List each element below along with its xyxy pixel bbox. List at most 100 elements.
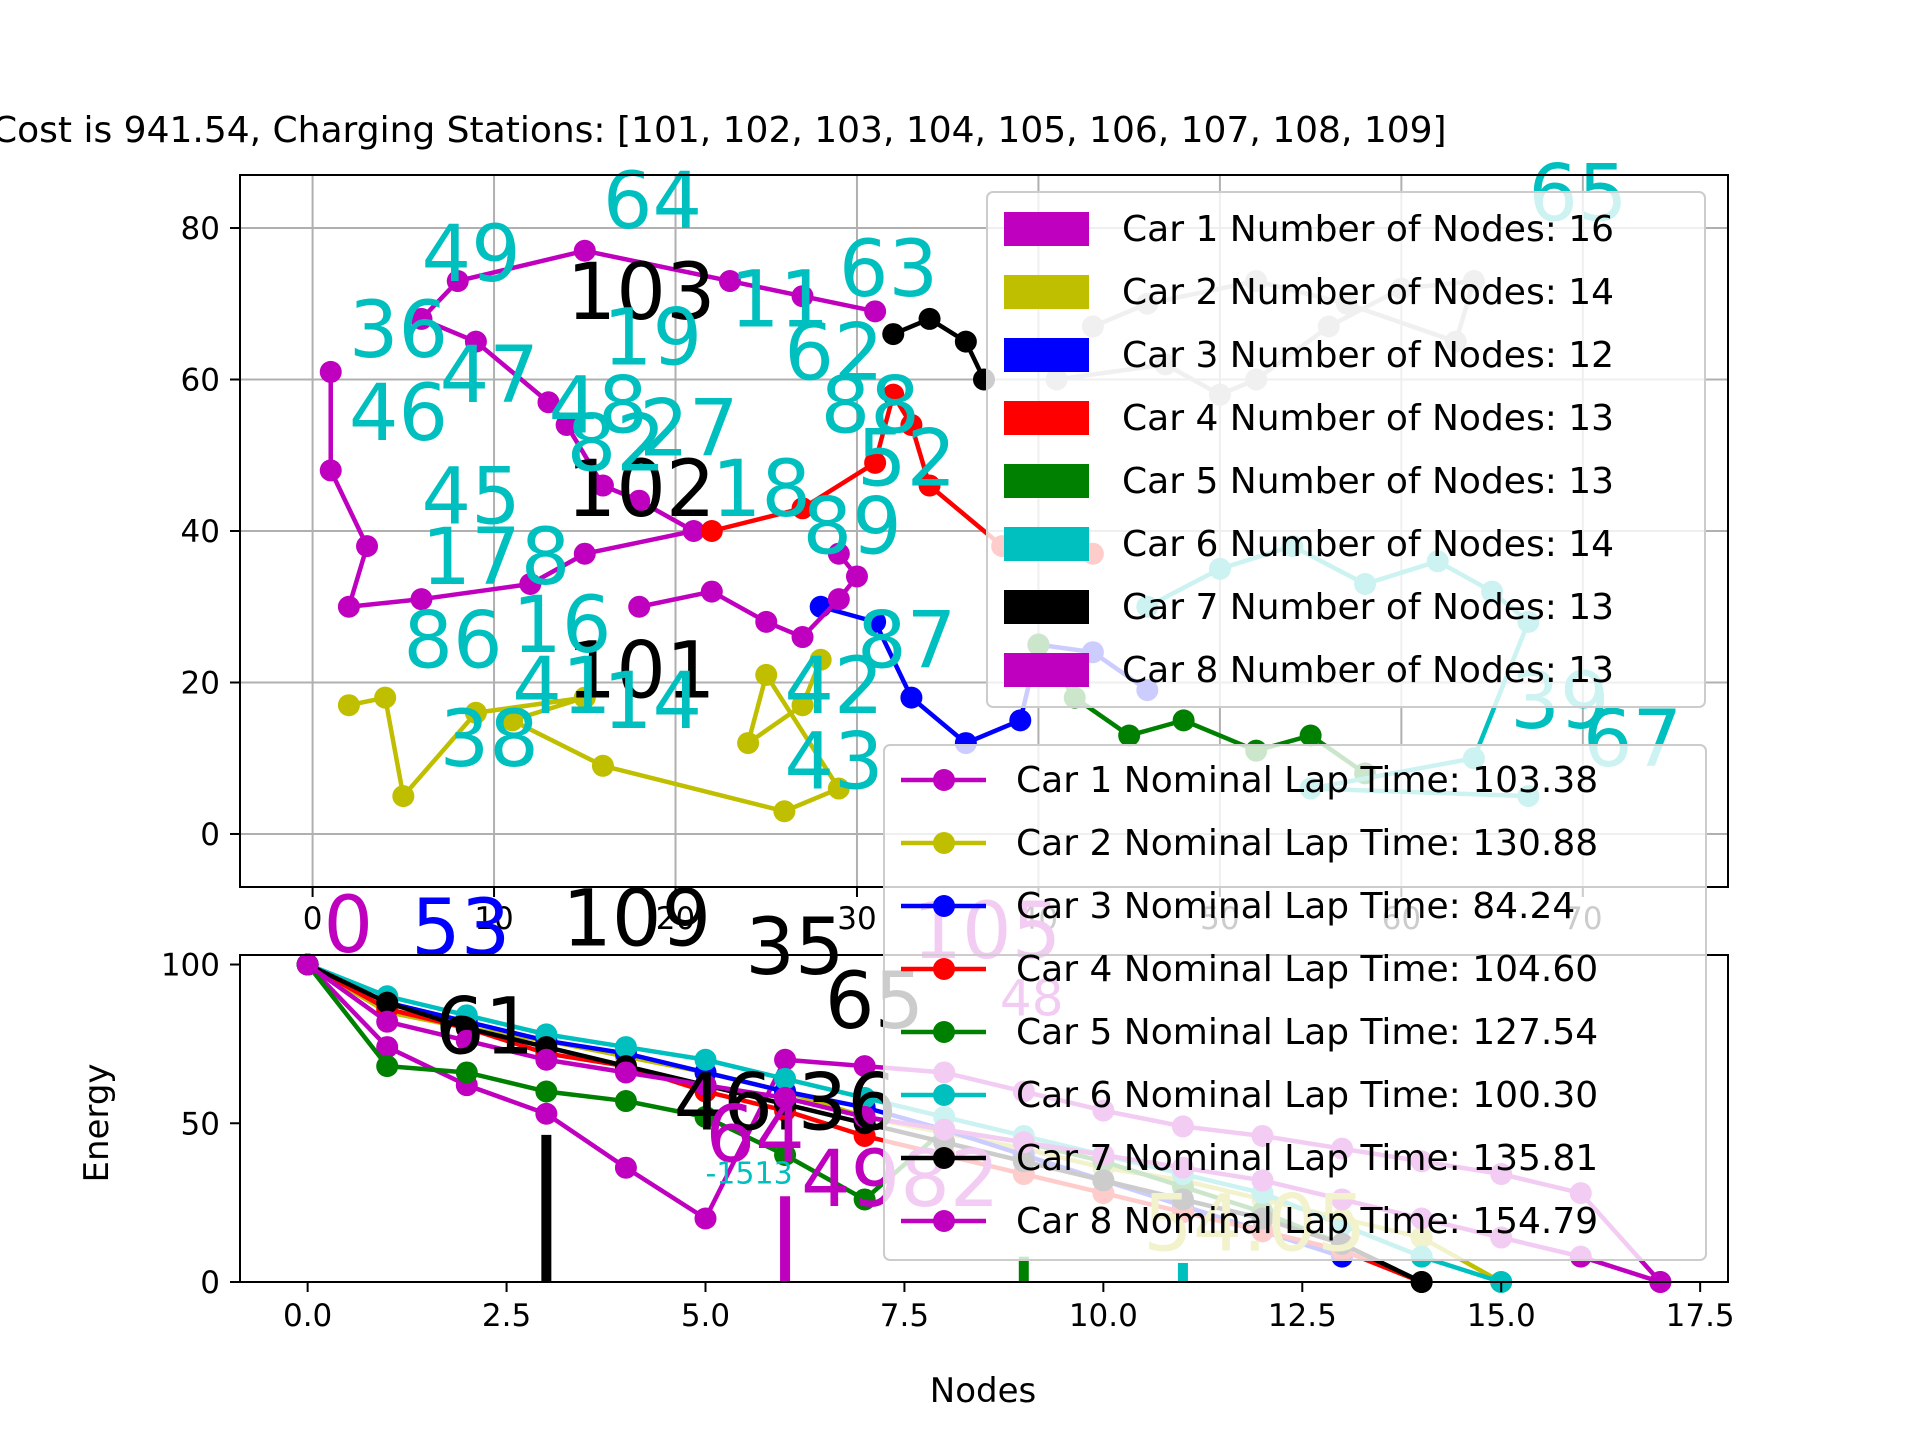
route-point bbox=[718, 270, 741, 293]
route-point bbox=[573, 239, 596, 262]
legend-box bbox=[883, 744, 1707, 1261]
route-point bbox=[882, 383, 905, 406]
node-label: 11 bbox=[730, 255, 829, 345]
node-label: 14 bbox=[603, 657, 702, 747]
route-point bbox=[827, 588, 850, 611]
route-point bbox=[864, 610, 887, 633]
legend-box bbox=[986, 191, 1706, 708]
node-label: 101 bbox=[567, 627, 716, 717]
legend-marker bbox=[933, 769, 955, 791]
energy-label: 109 bbox=[562, 874, 711, 964]
energy-point bbox=[614, 1061, 637, 1084]
x-tick-label: 0.0 bbox=[283, 1298, 332, 1334]
legend-label: Car 6 Nominal Lap Time: 100.30 bbox=[1016, 1075, 1598, 1116]
node-label: 62 bbox=[784, 309, 883, 399]
legend-swatch bbox=[1004, 653, 1089, 687]
legend-label: Car 7 Number of Nodes: 13 bbox=[1122, 587, 1614, 628]
legend-swatch bbox=[1004, 338, 1089, 372]
energy-point bbox=[694, 1207, 717, 1230]
route-point bbox=[882, 323, 905, 346]
route-point bbox=[755, 610, 778, 633]
energy-point bbox=[376, 1055, 399, 1078]
x-tick-label: 10.0 bbox=[1069, 1298, 1138, 1334]
route-point bbox=[501, 709, 524, 732]
node-label: 102 bbox=[567, 445, 716, 535]
route-point bbox=[918, 307, 941, 330]
route-point bbox=[591, 474, 614, 497]
node-label: 49 bbox=[421, 210, 520, 300]
route-point bbox=[700, 580, 723, 603]
route-point bbox=[410, 307, 433, 330]
chart-title: Cost is 941.54, Charging Stations: [101,… bbox=[0, 110, 1447, 151]
y-tick-label: 80 bbox=[181, 211, 220, 247]
route-point bbox=[864, 451, 887, 474]
route-point bbox=[446, 270, 469, 293]
route-point bbox=[392, 785, 415, 808]
route-line bbox=[892, 316, 987, 381]
x-tick-label: 20 bbox=[656, 901, 695, 937]
legend-label: Car 8 Nominal Lap Time: 154.79 bbox=[1016, 1201, 1598, 1242]
energy-point bbox=[296, 953, 319, 976]
route-point bbox=[1172, 709, 1195, 732]
route-point bbox=[374, 686, 397, 709]
node-label: 18 bbox=[712, 445, 811, 535]
legend-marker bbox=[933, 1021, 955, 1043]
x-tick-label: 0 bbox=[303, 901, 323, 937]
route-point bbox=[827, 777, 850, 800]
route-point bbox=[954, 330, 977, 353]
legend-swatch bbox=[1004, 401, 1089, 435]
node-label: 43 bbox=[784, 718, 883, 808]
route-point bbox=[628, 595, 651, 618]
node-label: 45 bbox=[421, 452, 520, 542]
node-label: 16 bbox=[512, 581, 611, 671]
energy-point bbox=[535, 1048, 558, 1071]
route-point bbox=[537, 391, 560, 414]
legend-marker bbox=[933, 1084, 955, 1106]
x-axis-label: Nodes bbox=[930, 1371, 1036, 1411]
energy-point bbox=[614, 1156, 637, 1179]
legend-label: Car 6 Number of Nodes: 14 bbox=[1122, 524, 1614, 565]
node-label: 88 bbox=[821, 362, 920, 452]
route-point bbox=[519, 573, 542, 596]
energy-label: 61 bbox=[435, 982, 534, 1072]
route-point bbox=[791, 497, 814, 520]
x-tick-label: 15.0 bbox=[1467, 1298, 1536, 1334]
legend-label: Car 2 Nominal Lap Time: 130.88 bbox=[1016, 823, 1598, 864]
legend-label: Car 3 Number of Nodes: 12 bbox=[1122, 335, 1614, 376]
route-point bbox=[682, 520, 705, 542]
node-label: 48 bbox=[548, 362, 647, 452]
y-tick-label: 0 bbox=[200, 817, 220, 853]
energy-label: 46.36 bbox=[674, 1059, 897, 1149]
energy-point bbox=[774, 1048, 797, 1071]
y-tick-label: 60 bbox=[181, 363, 220, 399]
x-tick-label: 7.5 bbox=[880, 1298, 929, 1334]
y-axis-label: Energy bbox=[77, 1063, 117, 1182]
legend-label: Car 2 Number of Nodes: 14 bbox=[1122, 272, 1614, 313]
route-point bbox=[337, 595, 360, 618]
energy-point bbox=[694, 1048, 717, 1071]
legend-marker bbox=[933, 1210, 955, 1232]
node-label: 86 bbox=[403, 596, 502, 686]
energy-label: 35 bbox=[745, 903, 844, 993]
route-point bbox=[827, 542, 850, 565]
node-label: 82 bbox=[567, 399, 666, 489]
energy-point bbox=[694, 1074, 717, 1097]
legend-label: Car 4 Number of Nodes: 13 bbox=[1122, 398, 1614, 439]
route-point bbox=[573, 542, 596, 565]
route-point bbox=[809, 648, 832, 671]
route-point bbox=[591, 754, 614, 777]
y-tick-label: 50 bbox=[181, 1106, 220, 1142]
route-point bbox=[356, 535, 379, 558]
energy-point bbox=[376, 991, 399, 1014]
y-tick-label: 40 bbox=[181, 514, 220, 550]
route-point bbox=[700, 520, 723, 542]
energy-label: 53 bbox=[411, 884, 510, 974]
route-point bbox=[628, 489, 651, 512]
energy-point bbox=[455, 1029, 478, 1052]
energy-point bbox=[774, 1067, 797, 1090]
energy-label: 0 bbox=[324, 881, 374, 971]
route-point bbox=[1118, 724, 1141, 747]
legend-marker bbox=[933, 1147, 955, 1169]
y-tick-label: 20 bbox=[181, 665, 220, 701]
legend-label: Car 4 Nominal Lap Time: 104.60 bbox=[1016, 949, 1598, 990]
